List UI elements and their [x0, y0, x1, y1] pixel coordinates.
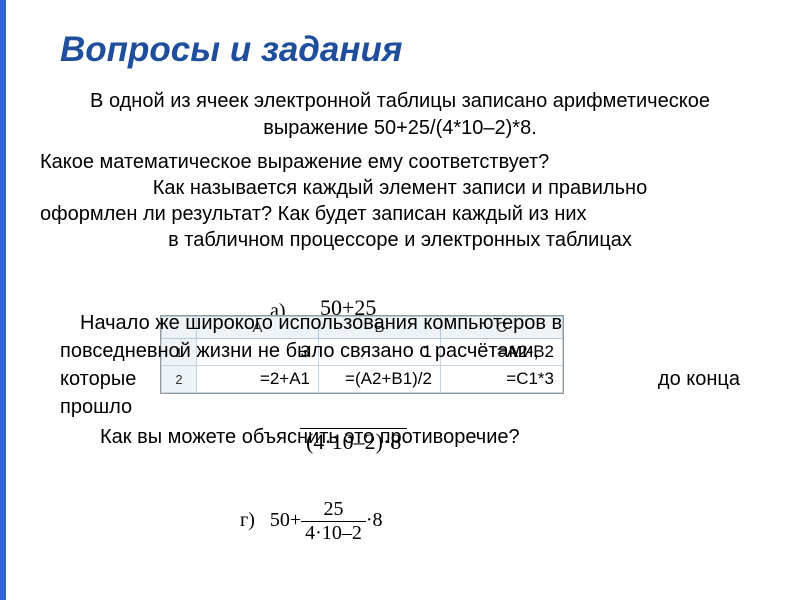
overlapping-text-block: Какое математическое выражение ему соотв… — [60, 150, 740, 275]
overlap-line-4: в табличном процессоре и электронных таб… — [40, 228, 760, 253]
fraction-g-num: 25 — [301, 498, 366, 521]
cell-c2: =C1*3 — [441, 366, 563, 393]
row-header-2: 2 — [162, 366, 197, 393]
mid-line-3a: прошло — [60, 394, 132, 421]
fraction-g-den: 4·10–2 — [301, 521, 366, 545]
cell-b2: =(A2+B1)/2 — [319, 366, 441, 393]
option-g-label: г) — [240, 509, 255, 531]
question-2: Как вы можете объяснить это противоречие… — [100, 424, 520, 451]
overlap-line-3: оформлен ли результат? Как будет записан… — [40, 202, 760, 227]
page-title: Вопросы и задания — [60, 30, 740, 70]
mid-line-2c: до конца — [658, 366, 740, 393]
table-row: 2 =2+A1 =(A2+B1)/2 =C1*3 — [162, 366, 563, 393]
overlap-line-1: Какое математическое выражение ему соотв… — [40, 150, 760, 175]
overlap-line-2: Как называется каждый элемент записи и п… — [40, 176, 760, 201]
mid-line-2b: которые — [60, 366, 136, 393]
cell-a2: =2+A1 — [197, 366, 319, 393]
mid-line-2a: повседневной жизни не было связано с рас… — [60, 338, 539, 365]
formula-g-prefix: 50+ — [270, 509, 301, 531]
fraction-g: 254·10–2 — [301, 498, 366, 545]
formula-g-suffix: ·8 — [366, 509, 383, 531]
slide-content: Вопросы и задания В одной из ячеек элект… — [0, 0, 800, 305]
mid-line-1: Начало же широкого использования компьют… — [80, 310, 740, 337]
option-g: г) 50+254·10–2·8 — [240, 498, 383, 545]
lead-paragraph: В одной из ячеек электронной таблицы зап… — [60, 88, 740, 142]
